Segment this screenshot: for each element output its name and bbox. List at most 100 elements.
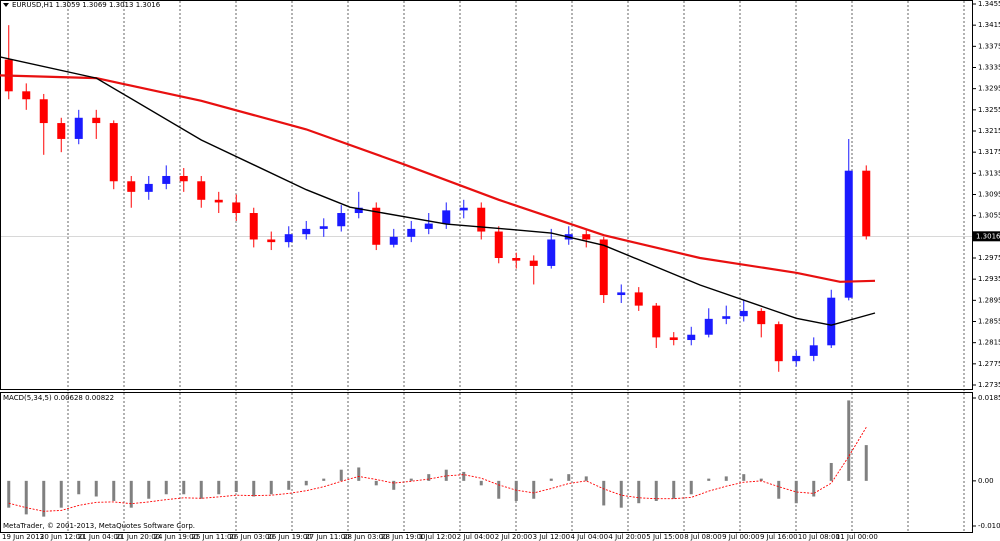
candle-body (354, 207, 363, 214)
x-tick-label: 26 Jun 19:00 (267, 533, 311, 541)
pane-menu[interactable] (3, 3, 9, 7)
macd-bar (444, 469, 448, 481)
x-tick-label: 1 Jul 12:00 (419, 533, 457, 541)
macd-bar (217, 480, 221, 495)
macd-pane (0, 392, 973, 533)
macd-bar (462, 471, 466, 481)
x-tick-label: 4 Jul 20:00 (608, 533, 646, 541)
macd-bar (234, 480, 238, 493)
macd-bar (164, 480, 168, 495)
macd-bar (269, 480, 273, 495)
macd-bar (829, 462, 833, 481)
macd-bar (619, 480, 623, 508)
candle-body (232, 202, 241, 214)
candle-body (687, 334, 696, 341)
macd-bar (567, 474, 571, 481)
macd-bar (777, 480, 781, 499)
candle-body (302, 228, 311, 235)
candle-body (862, 170, 871, 237)
macd-bar (392, 480, 396, 490)
y-tick-label: 1.3455 (978, 0, 1000, 8)
y-tick-label: -0.0101 (978, 522, 1000, 530)
candle-body (442, 210, 451, 224)
candle-body (214, 199, 223, 203)
macd-bar (759, 478, 763, 481)
macd-bar (24, 480, 28, 515)
candle-body (284, 234, 293, 243)
macd-bar (77, 480, 81, 495)
x-tick-label: 21 Jun 20:00 (116, 533, 160, 541)
candle-body (494, 231, 503, 258)
signal-line (8, 426, 867, 512)
candle-body (704, 318, 713, 335)
macd-bar (182, 480, 186, 495)
candle-body (844, 170, 853, 298)
candle-body (634, 292, 643, 306)
macd-bar (864, 445, 868, 481)
y-tick-label: 1.2935 (978, 275, 1000, 283)
candle-body (319, 226, 328, 229)
candle-body (144, 183, 153, 192)
y-tick-label: 1.3375 (978, 42, 1000, 50)
candle-body (547, 239, 556, 266)
candle-body (827, 297, 836, 346)
macd-bar (497, 480, 501, 499)
macd-header: MACD(5,34,5) 0.00628 0.00822 (3, 394, 114, 402)
y-tick-label: 1.3415 (978, 21, 1000, 29)
candle-body (599, 239, 608, 296)
macd-bar (252, 480, 256, 497)
candle-body (22, 91, 31, 100)
x-tick-label: 26 Jun 03:00 (229, 533, 273, 541)
macd-bar (427, 474, 431, 481)
y-tick-label: 1.2855 (978, 318, 1000, 326)
macd-bar (672, 480, 676, 499)
macd-bar (689, 480, 693, 495)
candle-body (669, 337, 678, 341)
x-tick-label: 24 Jun 19:00 (154, 533, 198, 541)
candle-body (774, 324, 783, 362)
y-tick-label: 1.3215 (978, 127, 1000, 135)
copyright: MetaTrader, © 2001-2013, MetaQuotes Soft… (3, 522, 195, 530)
candle-body (617, 292, 626, 296)
candle-body (39, 99, 48, 124)
candle-body (372, 207, 381, 245)
candle-body (162, 175, 171, 184)
macd-bar (42, 480, 46, 517)
candle-body (582, 234, 591, 240)
y-tick-label: 1.2815 (978, 339, 1000, 347)
x-tick-label: 9 Jul 16:00 (760, 533, 798, 541)
y-tick-label: 1.2895 (978, 296, 1000, 304)
moving-average (0, 74, 876, 283)
candle-body (337, 213, 346, 227)
y-tick-label: 1.2735 (978, 381, 1000, 389)
macd-bar (112, 480, 116, 501)
y-tick-label: 1.3255 (978, 106, 1000, 114)
macd-bar (742, 474, 746, 481)
y-tick-label: 0.00 (978, 477, 994, 485)
macd-bar (549, 478, 553, 481)
candle-body (267, 239, 276, 243)
macd-bar (287, 480, 291, 490)
y-tick-label: 1.2975 (978, 254, 1000, 262)
candle-body (757, 310, 766, 325)
candle-body (92, 117, 101, 124)
macd-bar (59, 480, 63, 508)
candle-body (424, 223, 433, 229)
macd-bar (479, 480, 483, 486)
x-tick-label: 3 Jul 12:00 (533, 533, 571, 541)
x-tick-label: 27 Jun 11:00 (305, 533, 349, 541)
candle-body (722, 316, 731, 319)
candle-body (477, 207, 486, 232)
macd-bar (654, 480, 658, 501)
macd-bar (7, 480, 11, 508)
macd-bar (532, 480, 536, 499)
macd-bar (812, 480, 816, 497)
macd-bar (357, 467, 361, 481)
macd-bar (602, 480, 606, 506)
candle-body (512, 258, 521, 261)
candle-body (74, 117, 83, 139)
candle-body (109, 123, 118, 182)
macd-bar (147, 480, 151, 499)
